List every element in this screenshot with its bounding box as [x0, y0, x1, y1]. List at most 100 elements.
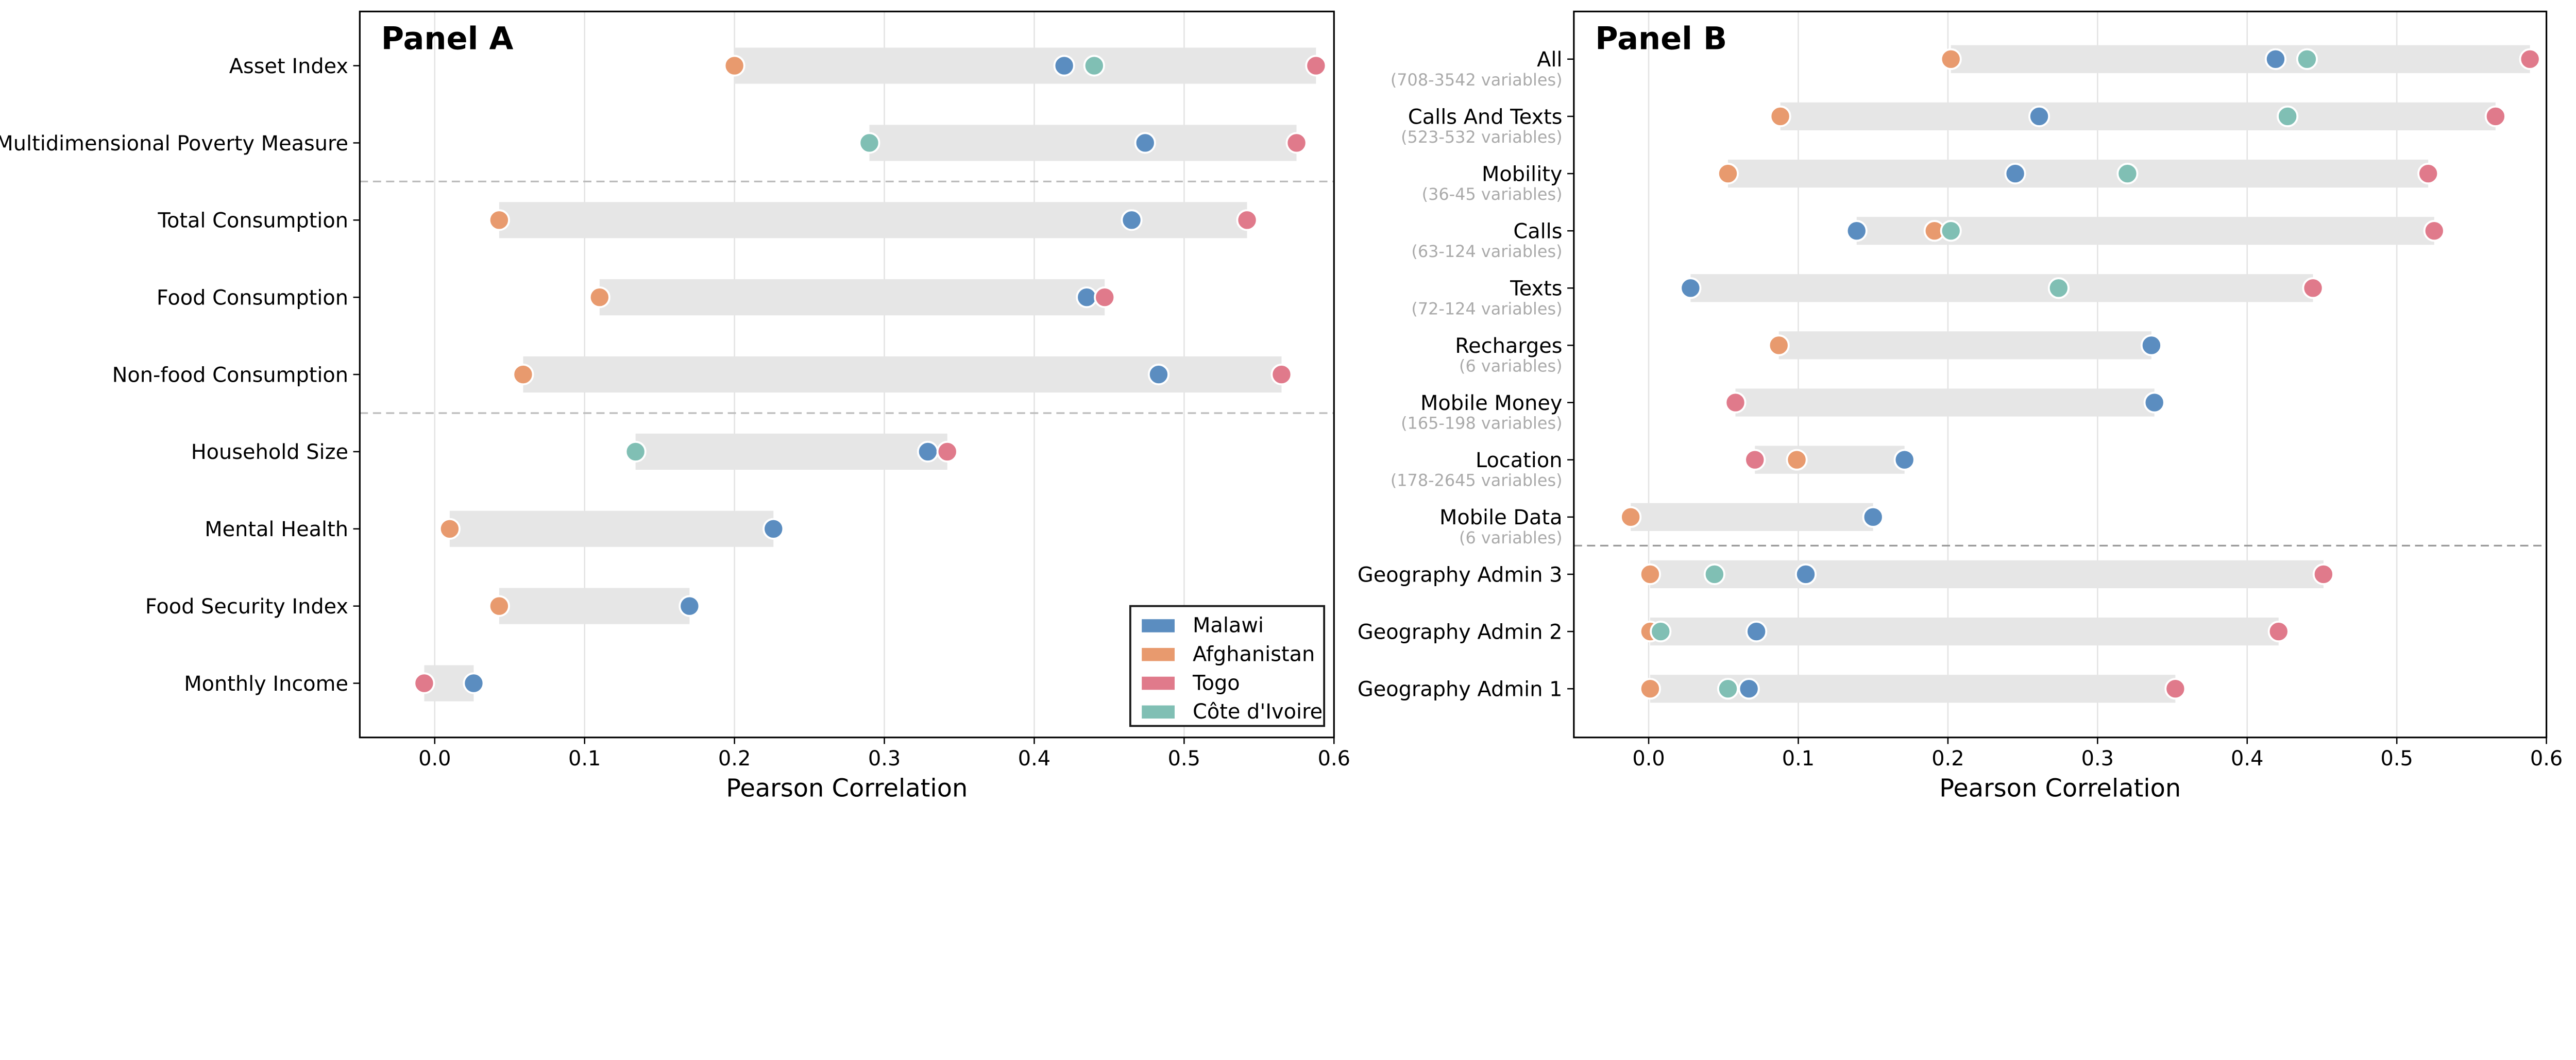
- x-axis-label: Pearson Correlation: [726, 775, 968, 803]
- range-bar: [1755, 446, 1905, 474]
- legend-label: Afghanistan: [1193, 642, 1315, 666]
- data-point-togo: [2417, 163, 2439, 185]
- category-label: Non-food Consumption: [112, 363, 348, 387]
- data-point-malawi: [1121, 209, 1143, 231]
- x-tick-label: 0.1: [568, 747, 601, 771]
- legend-swatch: [1142, 619, 1175, 632]
- data-point-togo: [2267, 621, 2290, 643]
- data-point-togo: [1285, 132, 1308, 154]
- data-point-togo: [1270, 363, 1293, 386]
- category-label: Monthly Income: [184, 672, 348, 696]
- data-point-afghanistan: [1786, 449, 1808, 471]
- category-subtitle: (708-3542 variables): [1391, 70, 1563, 90]
- data-point-afghanistan: [438, 518, 461, 540]
- correlation-figure: 0.0 0.1 0.2 0.3 0.4 0.5 0.6 Asset Index Multidim…: [0, 10, 2563, 803]
- data-point-afghanistan: [1940, 48, 1962, 70]
- x-axis-label: Pearson Correlation: [1939, 775, 2181, 803]
- legend-label: Malawi: [1193, 614, 1264, 638]
- data-point-togo: [2423, 220, 2445, 242]
- data-point-afghanistan: [723, 55, 745, 77]
- data-point-malawi: [1147, 363, 1170, 386]
- x-tick-label: 0.4: [1018, 747, 1050, 771]
- category-label: Household Size: [191, 440, 348, 464]
- category-label: Food Security Index: [145, 595, 348, 619]
- legend-swatch: [1142, 705, 1175, 719]
- data-point-c-te-d-ivoire: [1083, 55, 1105, 77]
- data-point-malawi: [1745, 621, 1768, 643]
- category-subtitle: (178-2645 variables): [1391, 471, 1563, 490]
- data-point-togo: [1094, 286, 1116, 309]
- category-label: Food Consumption: [157, 286, 348, 310]
- legend-label: Togo: [1192, 671, 1240, 695]
- x-tick-label: 0.2: [1931, 747, 1964, 771]
- category-subtitle: (36-45 variables): [1422, 184, 1563, 204]
- x-tick-label: 0.3: [2081, 747, 2114, 771]
- x-tick-label: 0.1: [1782, 747, 1815, 771]
- data-point-malawi: [1053, 55, 1075, 77]
- data-point-togo: [413, 672, 435, 694]
- data-point-togo: [2484, 105, 2506, 127]
- data-point-malawi: [2143, 391, 2165, 414]
- data-point-afghanistan: [1639, 678, 1662, 700]
- category-subtitle: (6 variables): [1459, 356, 1562, 375]
- category-label: Geography Admin 2: [1358, 620, 1563, 644]
- data-point-afghanistan: [1717, 163, 1739, 185]
- range-bar: [1780, 102, 2496, 131]
- range-bar: [734, 47, 1316, 84]
- category-label: Mobility: [1482, 162, 1562, 186]
- data-point-malawi: [1680, 277, 1702, 299]
- data-point-afghanistan: [1769, 105, 1791, 127]
- x-tick-label: 0.4: [2231, 747, 2263, 771]
- axes-frame: [1573, 10, 2548, 739]
- data-point-malawi: [1134, 132, 1156, 154]
- range-bar: [449, 510, 774, 547]
- category-label: Total Consumption: [157, 209, 348, 233]
- data-point-c-te-d-ivoire: [1717, 678, 1739, 700]
- category-label: Calls: [1513, 220, 1562, 244]
- data-point-malawi: [2028, 105, 2050, 127]
- category-label: Mobile Money: [1420, 391, 1562, 415]
- category-label: Multidimensional Poverty Measure: [0, 132, 348, 156]
- data-point-afghanistan: [488, 209, 510, 231]
- category-label: All: [1537, 48, 1562, 72]
- category-subtitle: (6 variables): [1459, 528, 1562, 548]
- category-subtitle: (63-124 variables): [1411, 242, 1562, 261]
- data-point-c-te-d-ivoire: [2047, 277, 2070, 299]
- x-tick-label: 0.0: [1632, 747, 1665, 771]
- x-tick-label: 0.0: [418, 747, 451, 771]
- x-tick-label: 0.6: [1318, 747, 1350, 771]
- x-tick-label: 0.5: [1168, 747, 1200, 771]
- data-point-malawi: [1845, 220, 1868, 242]
- data-point-c-te-d-ivoire: [1650, 621, 1672, 643]
- data-point-togo: [2164, 678, 2187, 700]
- data-point-togo: [1305, 55, 1327, 77]
- data-point-togo: [2302, 277, 2324, 299]
- range-bar: [869, 125, 1297, 161]
- data-point-c-te-d-ivoire: [624, 440, 647, 463]
- category-label: Asset Index: [229, 55, 348, 78]
- range-bar: [1951, 45, 2530, 73]
- data-point-afghanistan: [488, 595, 510, 617]
- range-bar: [1690, 274, 2313, 302]
- data-point-malawi: [762, 518, 785, 540]
- data-point-malawi: [2004, 163, 2026, 185]
- data-point-afghanistan: [1768, 334, 1790, 356]
- data-point-malawi: [2264, 48, 2286, 70]
- x-tick-label: 0.2: [718, 747, 751, 771]
- x-tick-label: 0.3: [868, 747, 901, 771]
- data-point-c-te-d-ivoire: [1940, 220, 1962, 242]
- data-point-malawi: [2140, 334, 2162, 356]
- panel-b: 0.0 0.1 0.2 0.3 0.4 0.5 0.6 All(708-3542 variab…: [1358, 10, 2563, 803]
- data-point-malawi: [1893, 449, 1916, 471]
- category-label: Mobile Data: [1439, 506, 1563, 529]
- category-label: Calls And Texts: [1408, 105, 1563, 129]
- range-bar: [1650, 617, 2279, 646]
- data-point-togo: [936, 440, 958, 463]
- panel-title: Panel B: [1595, 21, 1727, 57]
- data-point-malawi: [917, 440, 939, 463]
- data-point-c-te-d-ivoire: [2116, 163, 2139, 185]
- range-bar: [499, 588, 690, 624]
- data-point-togo: [2312, 563, 2334, 586]
- data-point-afghanistan: [588, 286, 611, 309]
- data-point-togo: [1744, 449, 1766, 471]
